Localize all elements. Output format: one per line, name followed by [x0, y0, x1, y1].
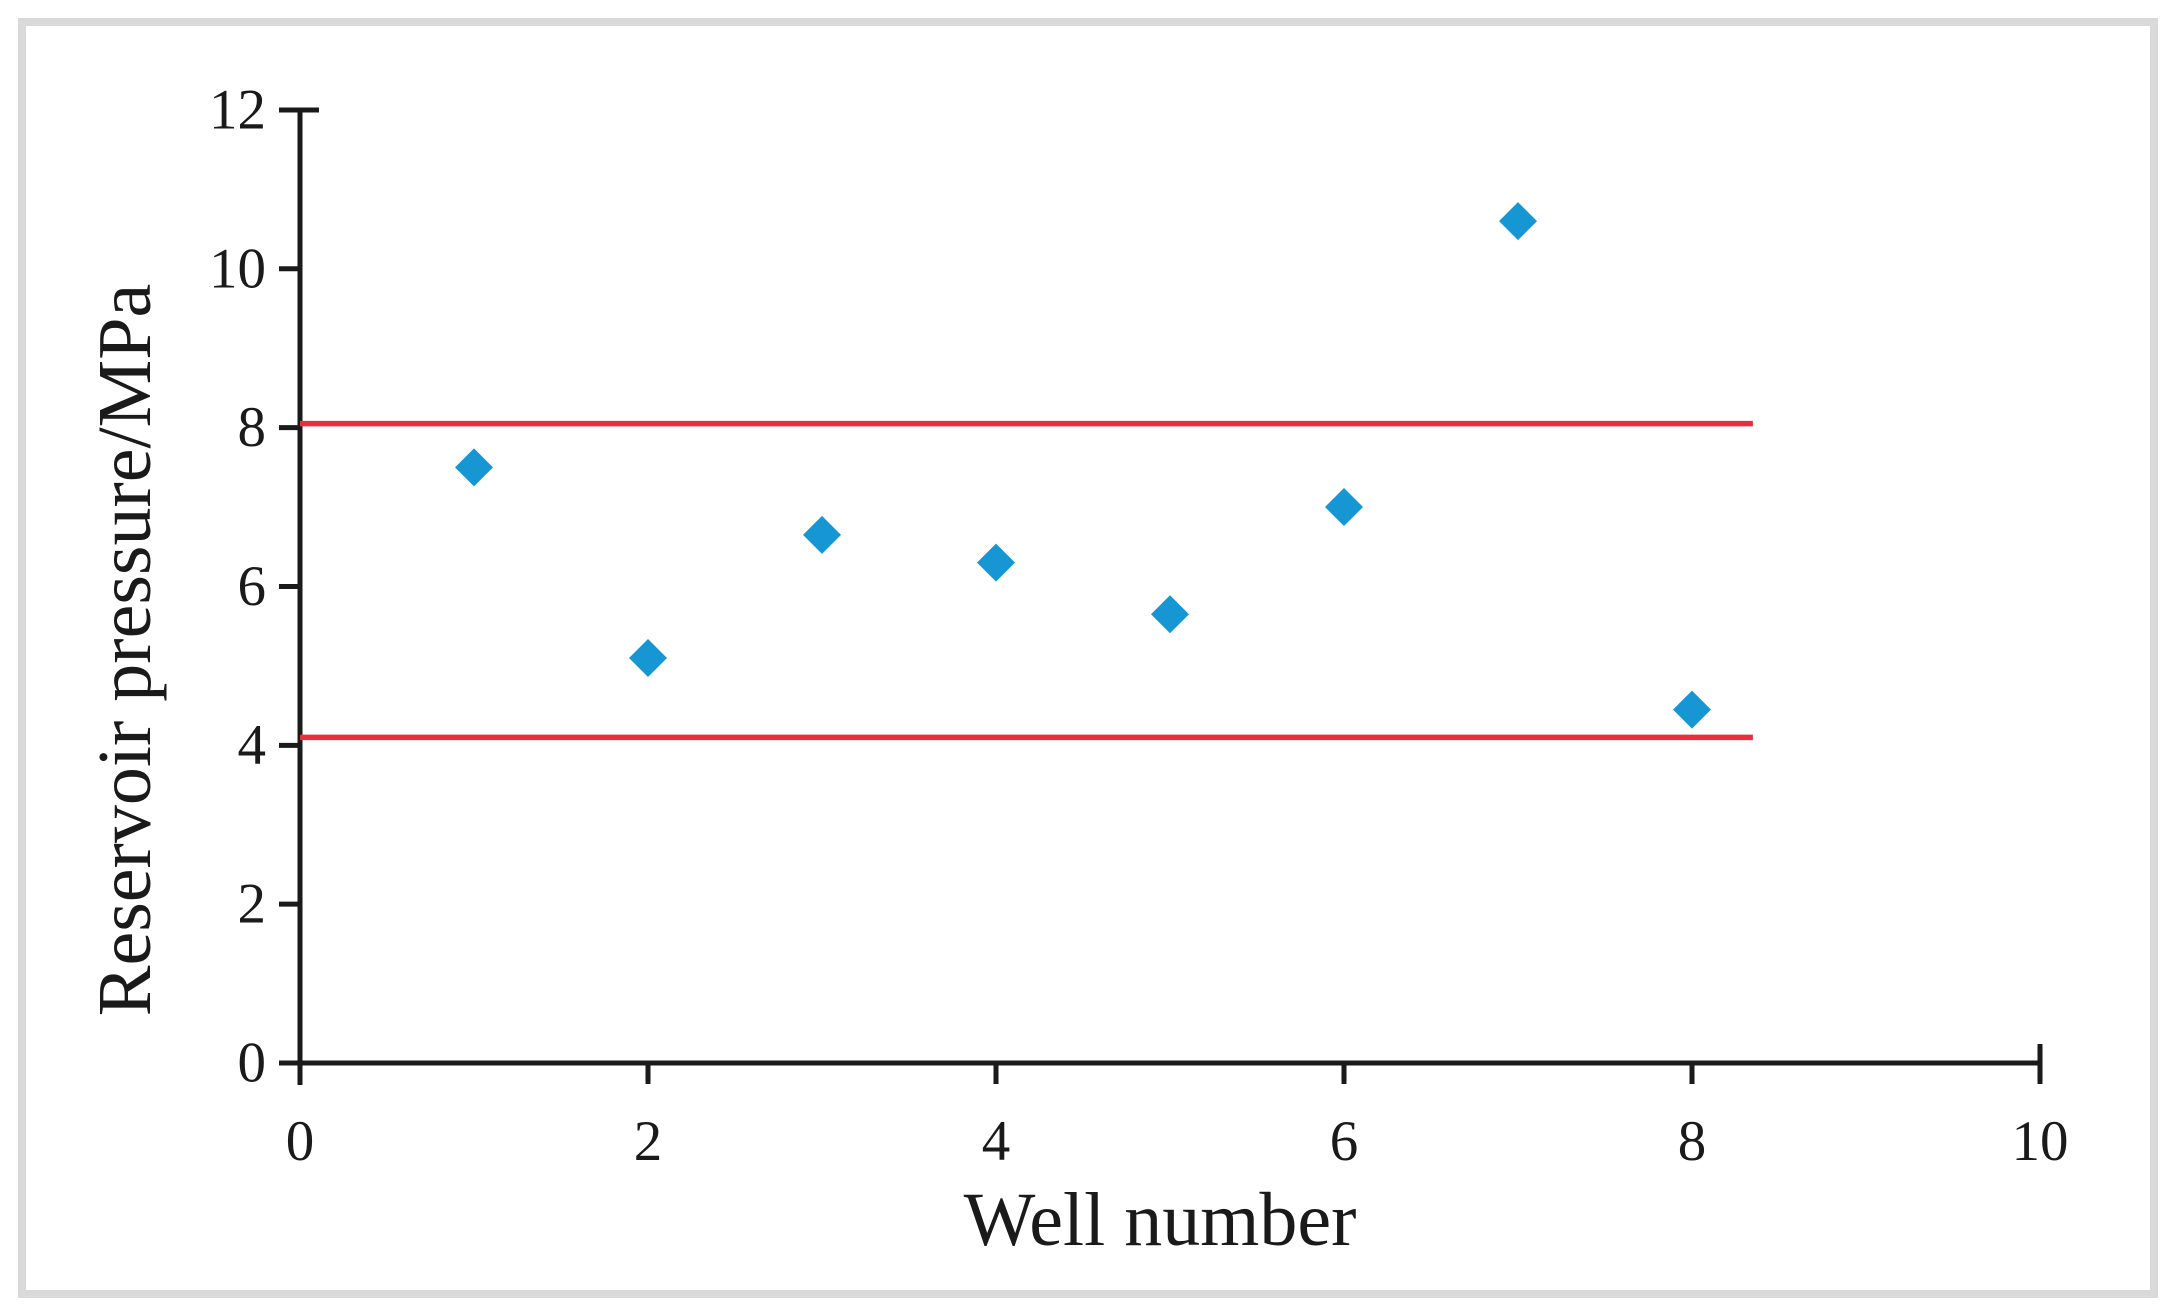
data-point-well-2 — [629, 638, 667, 677]
y-tick-label: 8 — [238, 396, 267, 459]
x-tick-label: 8 — [1678, 1110, 1707, 1173]
data-point-well-4 — [977, 543, 1015, 582]
data-point-well-8 — [1673, 690, 1711, 729]
x-tick-label: 4 — [982, 1110, 1011, 1173]
x-tick-label: 0 — [286, 1110, 315, 1173]
x-tick-label: 10 — [2012, 1110, 2069, 1173]
y-tick-label: 0 — [238, 1032, 267, 1095]
figure-border — [18, 18, 2158, 1298]
y-axis-title: Reservoir pressure/MPa — [83, 284, 167, 1016]
y-tick-label: 2 — [238, 873, 267, 936]
data-point-well-1 — [455, 448, 493, 487]
y-tick-label: 6 — [238, 555, 267, 618]
data-point-well-6 — [1325, 488, 1363, 527]
x-tick-label: 6 — [1330, 1110, 1359, 1173]
y-tick-label: 10 — [209, 237, 266, 300]
data-point-well-5 — [1151, 595, 1189, 634]
data-point-well-3 — [803, 515, 841, 554]
axes: 0 2 4 6 8 10 12 0 2 4 6 8 10 — [209, 78, 2069, 1173]
y-tick-label: 12 — [209, 78, 266, 141]
data-point-well-7 — [1499, 202, 1537, 241]
y-tick-label: 4 — [238, 714, 267, 777]
x-tick-label: 2 — [634, 1110, 663, 1173]
plot-marks — [300, 202, 1753, 741]
x-axis-title: Well number — [964, 1178, 1357, 1262]
